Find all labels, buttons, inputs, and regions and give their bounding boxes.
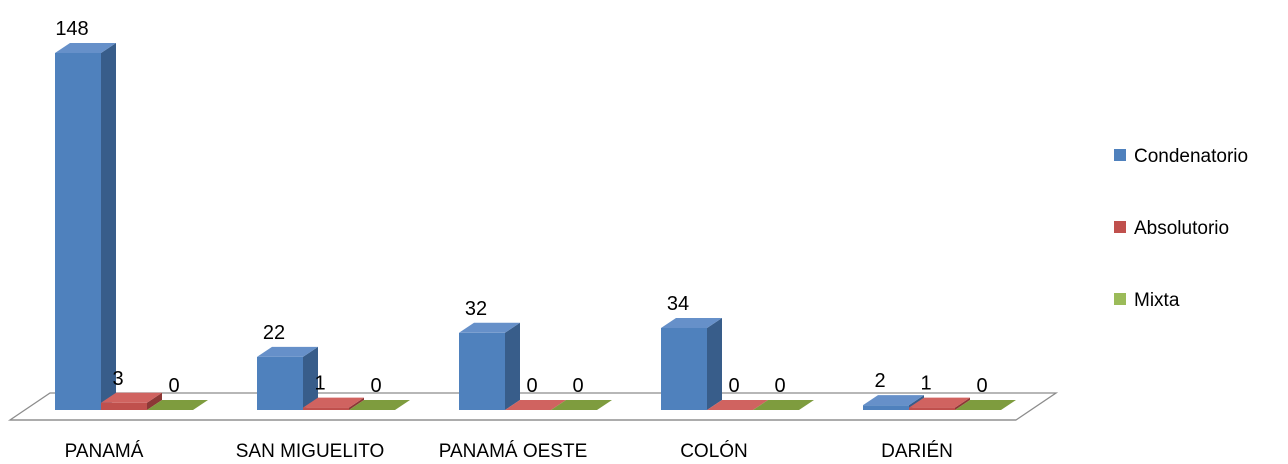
- data-labels-group: 148 3 0 22 1 0 32 0 0 34 0 0 2 1 0: [55, 18, 987, 397]
- data-label-absolutorio-panama: 3: [112, 368, 123, 390]
- bar-absolutorio-panama: [101, 392, 162, 410]
- legend-label: Mixta: [1134, 290, 1180, 311]
- bar-side: [505, 322, 520, 410]
- bar-side: [707, 317, 722, 410]
- bar-front: [303, 407, 349, 410]
- category-label-panama: PANAMÁ: [65, 441, 144, 462]
- bar-front: [661, 327, 707, 410]
- bar-front: [909, 407, 955, 410]
- bar-condenatorio-panama: [55, 43, 116, 410]
- legend-item-absolutorio: Absolutorio: [1114, 218, 1229, 239]
- legend-swatch: [1114, 293, 1126, 305]
- bar-front: [257, 356, 303, 410]
- bar-top: [551, 400, 612, 410]
- bar-top: [863, 395, 924, 406]
- legend-label: Condenatorio: [1134, 146, 1248, 167]
- bar-top: [955, 400, 1016, 410]
- bar-top: [459, 322, 520, 333]
- bar-condenatorio-san-miguelito: [257, 346, 318, 410]
- data-label-condenatorio-panama: 148: [55, 18, 88, 40]
- category-label-colon: COLÓN: [680, 440, 748, 462]
- bar-top: [707, 400, 768, 410]
- data-label-mixta-san-miguelito: 0: [370, 375, 381, 397]
- data-label-absolutorio-colon: 0: [728, 375, 739, 397]
- data-label-absolutorio-darien: 1: [920, 373, 931, 395]
- bar-mixta-panama-oeste: [551, 400, 612, 410]
- data-label-absolutorio-panama-oeste: 0: [526, 375, 537, 397]
- bar-side: [349, 397, 364, 410]
- category-label-panama-oeste: PANAMÁ OESTE: [439, 441, 588, 462]
- legend-item-mixta: Mixta: [1114, 290, 1180, 311]
- bar-top: [661, 317, 722, 328]
- bar-absolutorio-panama-oeste: [505, 400, 566, 410]
- data-label-condenatorio-darien: 2: [874, 370, 885, 392]
- legend: Condenatorio Absolutorio Mixta: [1114, 146, 1248, 311]
- bar-top: [349, 400, 410, 410]
- legend-item-condenatorio: Condenatorio: [1114, 146, 1248, 167]
- bar-absolutorio-san-miguelito: [303, 397, 364, 410]
- bar-top: [257, 346, 318, 357]
- data-label-mixta-panama-oeste: 0: [572, 375, 583, 397]
- bar-front: [101, 402, 147, 410]
- bar-condenatorio-panama-oeste: [459, 322, 520, 410]
- bar-condenatorio-colon: [661, 317, 722, 410]
- bar-absolutorio-colon: [707, 400, 768, 410]
- bar-front: [863, 405, 909, 410]
- data-label-mixta-colon: 0: [774, 375, 785, 397]
- data-label-mixta-darien: 0: [976, 375, 987, 397]
- bar-side: [101, 43, 116, 410]
- bar-top: [909, 397, 970, 408]
- bar-absolutorio-darien: [909, 397, 970, 410]
- data-label-mixta-panama: 0: [168, 375, 179, 397]
- bar-side: [303, 346, 318, 410]
- bar-top: [505, 400, 566, 410]
- bar-front: [459, 332, 505, 410]
- bar-top: [147, 400, 208, 410]
- bar-top: [753, 400, 814, 410]
- data-label-condenatorio-colon: 34: [667, 293, 689, 315]
- legend-label: Absolutorio: [1134, 218, 1229, 239]
- category-labels-group: PANAMÁ SAN MIGUELITO PANAMÁ OESTE COLÓN DARI…: [65, 440, 953, 462]
- legend-swatch: [1114, 149, 1126, 161]
- category-label-san-miguelito: SAN MIGUELITO: [236, 441, 385, 462]
- bar-front: [55, 53, 101, 410]
- bar-mixta-colon: [753, 400, 814, 410]
- bar-top: [55, 43, 116, 53]
- bar-top: [303, 397, 364, 408]
- chart-bars-group: [55, 43, 1016, 410]
- bar-side: [955, 397, 970, 410]
- bar-mixta-darien: [955, 400, 1016, 410]
- bar-mixta-panama: [147, 400, 208, 410]
- bar-side: [147, 392, 162, 410]
- legend-swatch: [1114, 221, 1126, 233]
- data-label-absolutorio-san-miguelito: 1: [314, 373, 325, 395]
- data-label-condenatorio-panama-oeste: 32: [465, 298, 487, 320]
- bar-mixta-san-miguelito: [349, 400, 410, 410]
- category-label-darien: DARIÉN: [881, 441, 953, 462]
- data-label-condenatorio-san-miguelito: 22: [263, 322, 285, 344]
- bar-top: [101, 392, 162, 403]
